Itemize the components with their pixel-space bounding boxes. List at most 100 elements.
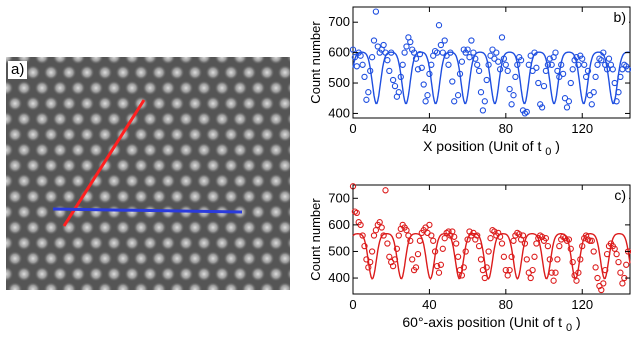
chart-b-point-45 <box>435 22 443 29</box>
chart-b-point-121 <box>581 61 588 68</box>
chart-b-xtick-label-0: 0 <box>349 121 356 136</box>
chart-c-point-2 <box>353 209 360 217</box>
chart-b-point-52 <box>449 78 456 85</box>
chart-c-point-67 <box>477 256 485 263</box>
chart-c-point-125 <box>588 237 595 244</box>
chart-c-xlabel: 60°-axis position (Unit of t 0 ) <box>402 314 580 334</box>
chart-b-point-72 <box>487 52 494 59</box>
chart-b-point-22 <box>391 82 399 90</box>
chart-c-panel-label: c) <box>614 187 626 203</box>
chart-b-point-100 <box>540 82 548 90</box>
chart-c-point-138 <box>613 250 620 258</box>
chart-b-point-79 <box>500 55 508 62</box>
chart-b-point-55 <box>454 92 462 99</box>
chart-c-point-55 <box>454 253 462 260</box>
chart-c-xtick-label-80: 80 <box>499 297 513 312</box>
chart-c-point-105 <box>550 277 557 284</box>
chart-c-point-101 <box>542 235 550 242</box>
chart-b-point-74 <box>491 55 498 62</box>
stm-image-panel: a) <box>6 57 290 290</box>
chart-b-ytick-label-700: 700 <box>328 14 350 29</box>
chart-b-point-81 <box>504 67 511 75</box>
chart-b-point-71 <box>485 61 492 68</box>
chart-b-point-19 <box>386 67 393 75</box>
chart-b-point-61 <box>466 54 473 61</box>
chart-c-point-24 <box>395 232 402 239</box>
chart-c-point-17 <box>382 187 389 194</box>
chart-c-point-23 <box>393 245 401 252</box>
chart-c-point-95 <box>531 253 538 260</box>
chart-b-point-120 <box>579 55 586 62</box>
chart-b-point-122 <box>582 73 590 81</box>
chart-c-point-94 <box>529 266 536 274</box>
chart-b-point-70 <box>483 76 490 84</box>
chart-c-xlabel-sub: 0 <box>566 322 572 334</box>
chart-b-point-128 <box>594 61 601 68</box>
chart-b-point-64 <box>472 55 479 62</box>
chart-b-point-123 <box>584 67 592 75</box>
chart-b-point-10 <box>368 54 376 61</box>
chart-b-point-18 <box>384 57 391 64</box>
chart-b-point-67 <box>477 89 485 96</box>
chart-b-fit-line <box>352 51 631 105</box>
chart-b-point-1 <box>351 54 359 61</box>
chart-b-point-68 <box>479 107 487 114</box>
chart-c-point-81 <box>504 272 511 279</box>
chart-c-point-35 <box>416 237 424 244</box>
chart-c-xlabel-close: ) <box>572 314 581 330</box>
chart-b-point-127 <box>592 73 599 81</box>
chart-c-point-78 <box>498 240 506 247</box>
chart-b-point-69 <box>481 98 488 105</box>
chart-b-point-73 <box>489 46 496 53</box>
chart-c-point-84 <box>510 237 517 244</box>
chart-b-panel-label: b) <box>614 9 626 25</box>
chart-b-point-28 <box>403 43 410 50</box>
chart-b-point-114 <box>567 79 574 87</box>
chart-c-point-89 <box>519 232 527 239</box>
chart-c-frame <box>352 184 631 295</box>
chart-b-point-36 <box>418 64 425 71</box>
chart-c-point-47 <box>439 245 446 252</box>
chart-c-point-22 <box>391 256 399 263</box>
chart-b-point-96 <box>533 64 540 71</box>
chart-c-xtick-label-40: 40 <box>422 297 436 312</box>
chart-b-point-137 <box>611 79 618 87</box>
chart-c-xtick-label-0: 0 <box>349 297 356 312</box>
chart-b-panel-label-bg <box>602 8 629 26</box>
chart-c-point-6 <box>361 242 368 250</box>
chart-b-ytick-label-600: 600 <box>328 45 350 60</box>
chart-b-point-86 <box>514 61 521 68</box>
chart-c-point-10 <box>368 248 376 255</box>
chart-b-point-37 <box>420 81 427 88</box>
chart-b-point-106 <box>552 49 559 56</box>
chart-b-point-91 <box>523 108 530 116</box>
chart-b-point-113 <box>565 98 573 105</box>
chart-c-point-72 <box>487 235 494 242</box>
chart-c-point-104 <box>548 269 555 276</box>
chart-b-ytick-label-400: 400 <box>328 105 350 120</box>
chart-b-point-80 <box>502 61 509 68</box>
chart-c-point-11 <box>370 232 378 239</box>
chart-b-point-8 <box>365 89 372 96</box>
chart-b-ytick-label-500: 500 <box>328 75 350 90</box>
chart-c-point-69 <box>481 274 488 282</box>
chart-b-point-124 <box>586 92 594 99</box>
chart-c-point-103 <box>546 256 553 263</box>
chart-c-ytick-label-500: 500 <box>328 243 350 258</box>
chart-c-point-77 <box>496 233 504 240</box>
chart-c-point-30 <box>407 237 414 244</box>
chart-c-point-5 <box>359 232 366 239</box>
chart-b-point-30 <box>407 38 414 46</box>
chart-c-point-127 <box>592 264 599 271</box>
chart-c-point-117 <box>573 277 580 284</box>
chart-b-point-39 <box>424 92 431 99</box>
chart-b-point-63 <box>470 49 477 56</box>
chart-b-point-57 <box>458 58 466 65</box>
chart-b-point-134 <box>605 55 613 62</box>
chart-c-point-45 <box>435 269 443 276</box>
chart-b-point-48 <box>441 37 448 44</box>
chart-c-point-14 <box>376 219 383 226</box>
chart-c-point-140 <box>617 269 624 276</box>
chart-c-point-118 <box>575 269 582 276</box>
chart-b-point-118 <box>575 61 582 68</box>
